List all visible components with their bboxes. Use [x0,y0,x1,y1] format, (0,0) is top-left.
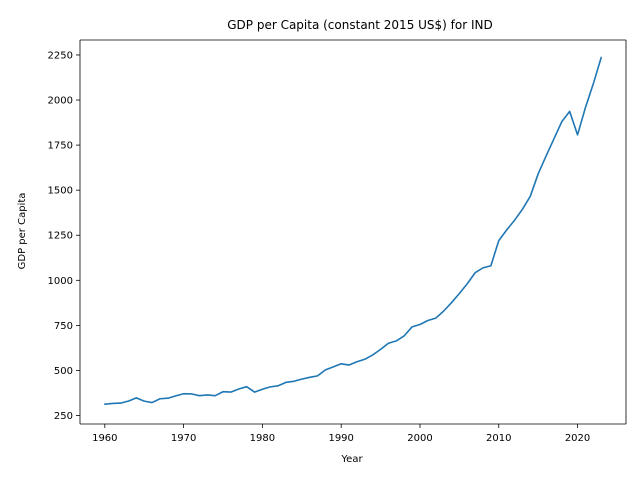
chart-title: GDP per Capita (constant 2015 US$) for I… [227,18,493,32]
y-tick-label: 750 [54,321,73,332]
x-tick-label: 2000 [407,433,432,444]
y-tick-label: 250 [54,411,73,422]
plot-area: 1960 1970 1980 1990 2000 2010 2020 250 500 750 10… [48,39,627,444]
y-tick-label: 2000 [48,96,73,107]
x-axis-ticks: 1960 1970 1980 1990 2000 2010 2020 [92,424,590,444]
x-tick-label: 1960 [92,433,117,444]
y-axis-label: GDP per Capita [17,193,28,270]
x-tick-label: 1970 [171,433,196,444]
y-tick-label: 500 [54,366,73,377]
x-tick-label: 2010 [486,433,511,444]
y-tick-label: 1500 [48,186,73,197]
y-axis-ticks: 250 500 750 1000 1250 1500 1750 2000 2250 [48,50,80,422]
gdp-per-capita-line [104,56,602,405]
y-tick-label: 1750 [48,141,73,152]
x-axis-label: Year [340,454,363,465]
axes [79,39,627,425]
y-tick-label: 1250 [48,231,73,242]
x-tick-label: 1980 [250,433,275,444]
x-tick-label: 2020 [565,433,590,444]
y-tick-label: 2250 [48,50,73,61]
y-tick-label: 1000 [48,276,73,287]
x-tick-label: 1990 [328,433,353,444]
